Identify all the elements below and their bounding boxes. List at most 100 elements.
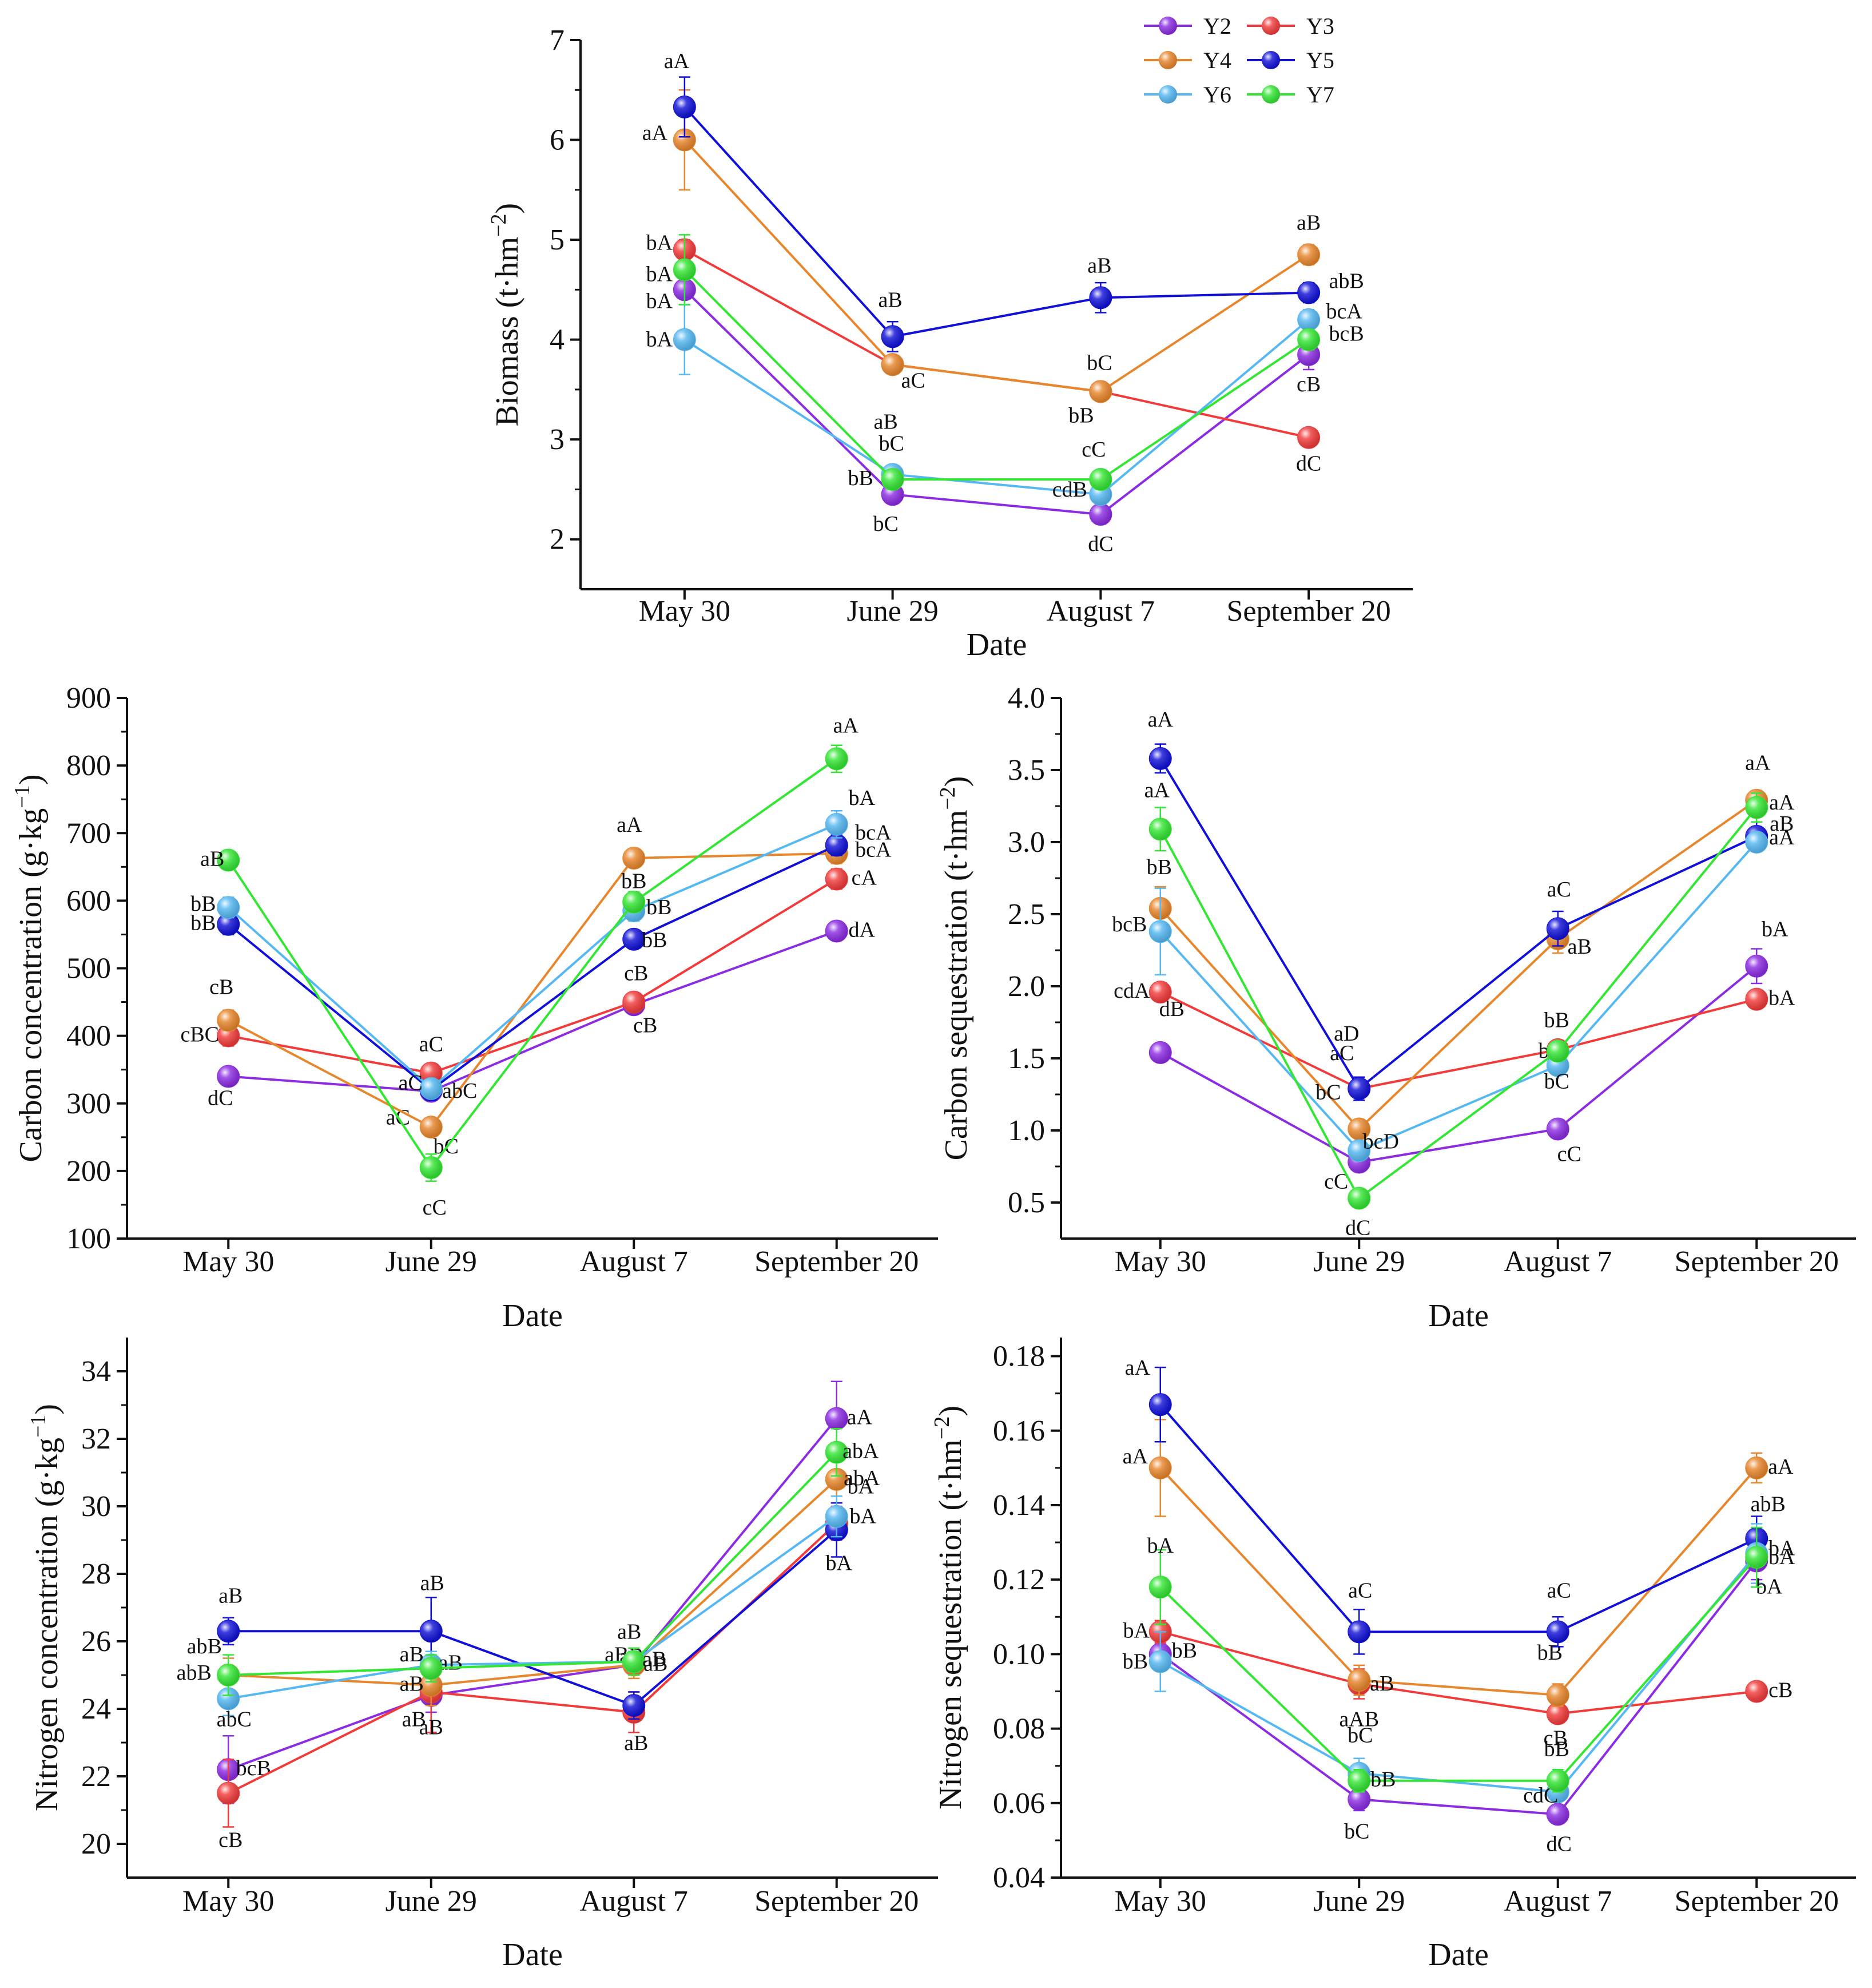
significance-label: aC (1547, 878, 1571, 902)
series-Y2: bA bC dC cB (646, 273, 1321, 556)
significance-label: aB (617, 1620, 641, 1644)
data-point-shine (420, 1657, 442, 1680)
series-Y4: aA aB bB aA (1123, 1418, 1794, 1707)
data-point-shine (1298, 281, 1320, 304)
series-line-Y5 (1159, 1403, 1758, 1633)
x-tick-label: May 30 (182, 1245, 274, 1278)
significance-label: aB (1297, 211, 1321, 235)
significance-label: cdB (1052, 478, 1087, 502)
significance-label: abB (1329, 269, 1364, 293)
significance-label: bB (190, 911, 216, 935)
significance-label: cB (1297, 372, 1321, 396)
data-point-shine (1547, 1118, 1569, 1140)
x-tick-label: May 30 (182, 1885, 274, 1918)
series-Y6: bA bC cdB bcA (646, 300, 1362, 506)
x-axis-title: Date (502, 1937, 563, 1973)
significance-label: bB (1147, 855, 1172, 879)
series-line-Y5 (228, 1529, 838, 1707)
significance-label: bA (826, 1551, 853, 1575)
significance-label: abC (217, 1707, 252, 1731)
significance-label: cB (633, 1013, 657, 1037)
series-line-Y7 (1159, 807, 1758, 1200)
series-line-Y7 (228, 1451, 838, 1676)
series-line-Y4 (1159, 799, 1758, 1131)
series-Y7: bA bB cC bcB (646, 234, 1364, 491)
x-tick-label: August 7 (1504, 1885, 1612, 1918)
series-line-Y2 (1159, 1560, 1758, 1816)
significance-label: abB (1751, 1493, 1786, 1517)
data-point-shine (1149, 920, 1171, 943)
series-Y2: bB bC dC bA (1148, 1537, 1795, 1856)
significance-label: bB (642, 928, 667, 953)
data-point-shine (881, 469, 904, 490)
significance-label: cB (1544, 1727, 1568, 1751)
x-tick-label: May 30 (639, 595, 730, 628)
y-tick-label: 3.5 (1008, 754, 1045, 787)
series-line-Y3 (1160, 1630, 1757, 1715)
legend-label-Y6: Y6 (1203, 82, 1231, 108)
series-line-Y5 (227, 844, 837, 1092)
y-tick-label: 4.0 (1008, 682, 1045, 715)
data-point-shine (420, 1620, 442, 1642)
legend-marker-shine (1262, 85, 1280, 104)
x-axis-title: Date (967, 627, 1027, 662)
biomass-chart: 2 3 4 5 6 7 May 30 June 29 August 7 September 20 D… (487, 24, 1413, 662)
significance-label: cB (624, 962, 648, 986)
significance-label: bB (1370, 1768, 1396, 1792)
carbon-concentration-chart: 100 200 300 400 500 600 700 800 900 May 30 June 29… (10, 682, 938, 1334)
x-tick-label: June 29 (1313, 1245, 1405, 1278)
y-tick-label: 2.0 (1008, 970, 1045, 1003)
data-point-shine (1090, 503, 1112, 526)
data-point-shine (623, 847, 645, 869)
data-point-shine (1547, 1703, 1569, 1725)
y-axis-title: Carbon concentration (g·kg−1) (10, 775, 49, 1162)
x-axis-title: Date (502, 1298, 563, 1334)
significance-label: bA (646, 262, 673, 286)
series-Y5: aA aD aC aB (1148, 708, 1794, 1101)
data-point-shine (1149, 1041, 1171, 1064)
significance-label: aA (1768, 1455, 1794, 1479)
x-tick-label: June 29 (385, 1245, 477, 1278)
data-point-shine (825, 920, 848, 942)
series-line-Y6 (227, 823, 837, 1090)
data-point-shine (825, 1468, 848, 1490)
y-tick-label: 28 (81, 1558, 111, 1590)
significance-label: bB (1068, 403, 1094, 427)
series-Y6: bcB bcD bC aA (1112, 826, 1795, 1162)
series-line-Y4 (683, 139, 1310, 393)
y-tick-label: 6 (550, 124, 565, 157)
y-axis-title: Biomass (t·hm−2) (487, 203, 525, 426)
significance-label: aC (399, 1071, 423, 1095)
y-tick-label: 0.18 (993, 1340, 1045, 1373)
y-tick-label: 3.0 (1008, 826, 1045, 859)
significance-label: cC (1082, 438, 1106, 462)
x-tick-label: May 30 (1115, 1885, 1206, 1918)
data-point-shine (1348, 1187, 1370, 1209)
data-point-shine (420, 1077, 442, 1100)
y-tick-label: 700 (66, 817, 111, 850)
x-tick-label: August 7 (1504, 1245, 1612, 1278)
x-tick-label: September 20 (754, 1885, 919, 1918)
data-point-shine (1348, 1621, 1370, 1643)
significance-label: bC (1348, 1724, 1373, 1748)
y-tick-label: 0.14 (993, 1489, 1045, 1522)
series-line-Y5 (683, 106, 1309, 338)
significance-label: cB (209, 975, 233, 999)
significance-label: bB (1172, 1638, 1197, 1662)
y-tick-label: 34 (81, 1355, 111, 1388)
nitrogen-sequestration-chart: 0.04 0.06 0.08 0.10 0.12 0.14 0.16 0.18 May 30 Ju… (930, 1338, 1856, 1973)
data-point-shine (217, 913, 240, 935)
significance-label: aB (419, 1716, 443, 1740)
series-Y5: aA aB aB abB (664, 49, 1364, 352)
legend-label-Y7: Y7 (1306, 82, 1334, 108)
series-line-Y3 (228, 878, 837, 1074)
data-point-shine (673, 259, 695, 281)
significance-label: bA (849, 786, 876, 810)
data-point-shine (420, 1116, 442, 1138)
legend-label-Y2: Y2 (1203, 13, 1231, 39)
